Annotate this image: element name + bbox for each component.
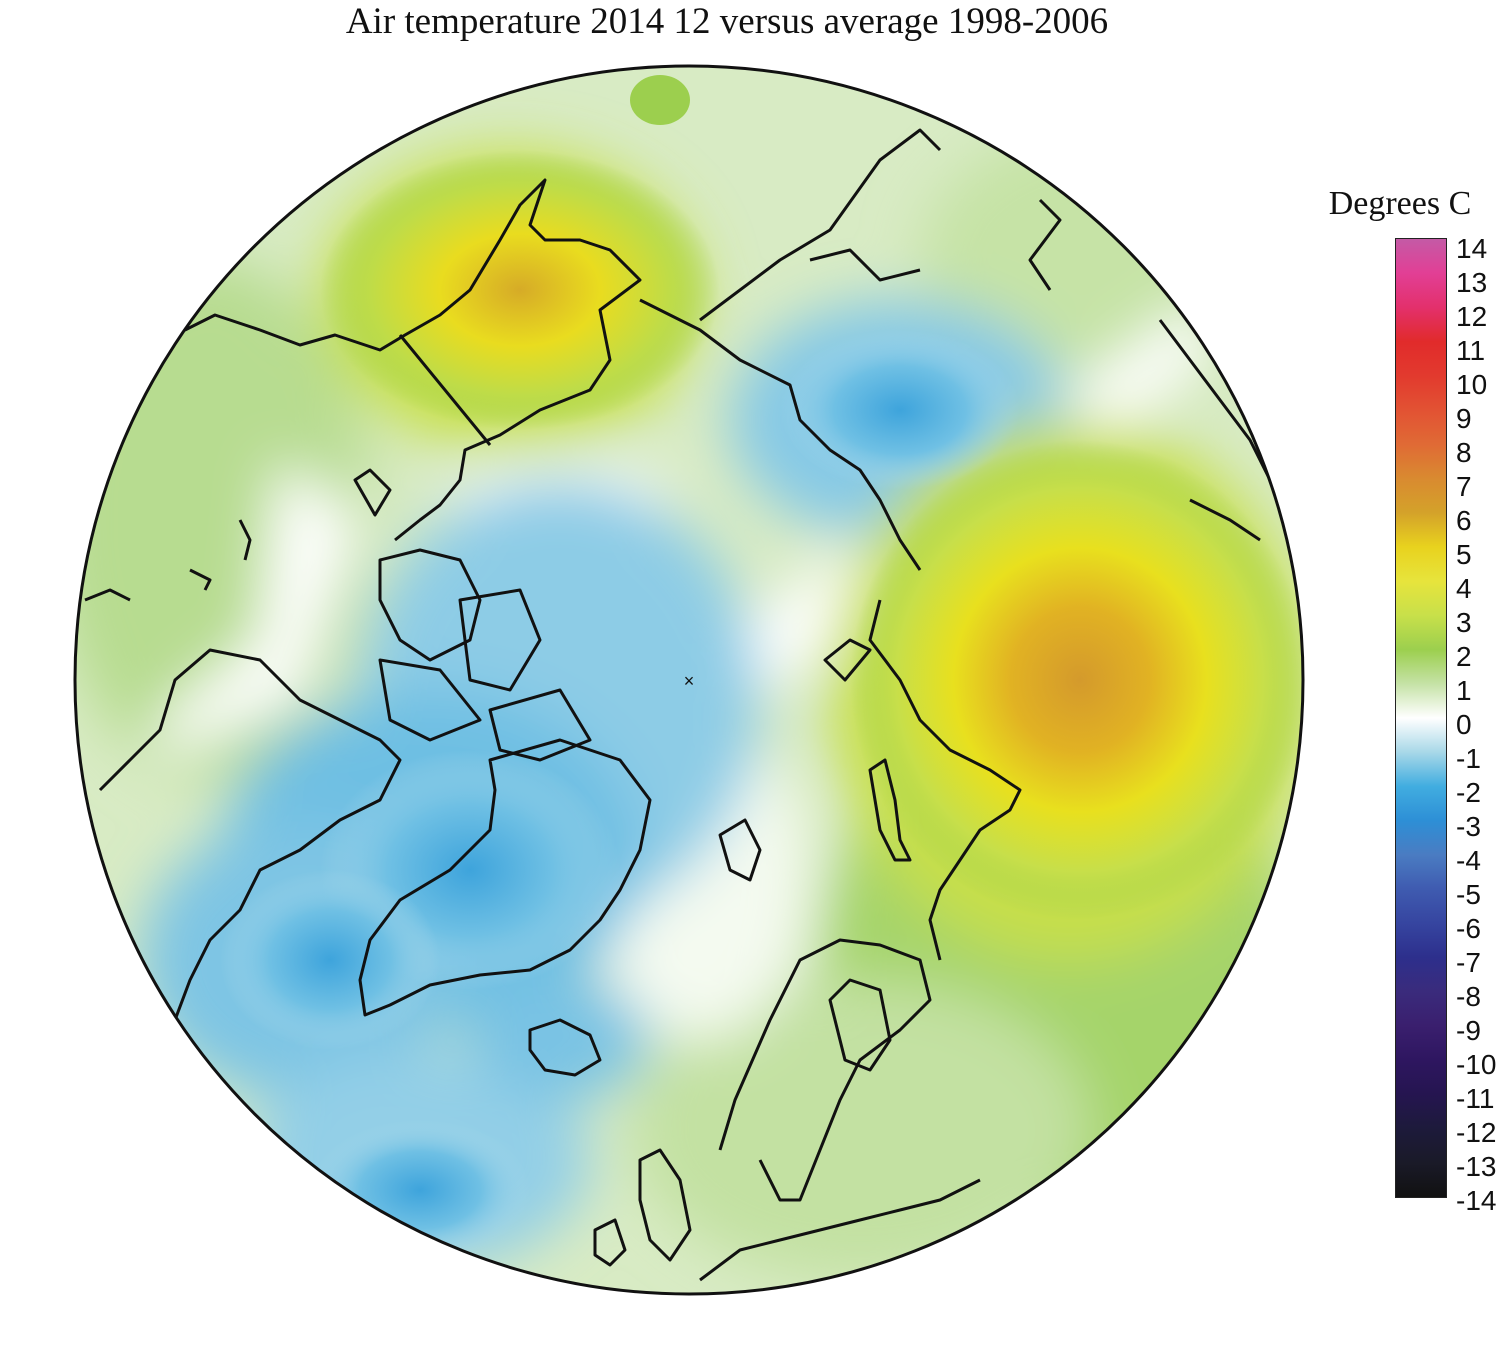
- colorbar-tick-label: 3: [1456, 607, 1472, 638]
- alaska-yukon-border: [398, 334, 492, 446]
- colorbar-tick-label: -8: [1456, 981, 1481, 1012]
- colorbar-tick-label: 13: [1456, 267, 1488, 298]
- scandinavia-coastline: [718, 938, 932, 1202]
- colorbar-tick-label: 5: [1456, 539, 1472, 570]
- greenland-coastline: [358, 738, 652, 1017]
- novaya-zemlya-coastline: [823, 638, 872, 682]
- colorbar-tick-label: 14: [1456, 233, 1488, 264]
- colorbar-tick-label: -2: [1456, 777, 1481, 808]
- colorbar-tick-label: 6: [1456, 505, 1472, 536]
- colorbar-tick-label: 2: [1456, 641, 1472, 672]
- north-pole-marker: ×: [684, 671, 695, 691]
- coastlines: [84, 128, 1272, 1282]
- iceland-coastline: [528, 1018, 602, 1077]
- colorbar-tick-label: 1: [1456, 675, 1472, 706]
- colorbar-tick-label: -4: [1456, 845, 1481, 876]
- colorbar-tick-label: 4: [1456, 573, 1472, 604]
- colorbar-tick-label: 11: [1456, 335, 1486, 366]
- siberia-coast: [699, 128, 942, 322]
- colorbar-tick-label: -10: [1456, 1049, 1497, 1080]
- canada-north-coast: [639, 298, 922, 571]
- colorbar-tick-label: 12: [1456, 301, 1488, 332]
- svalbard-coastline: [718, 818, 762, 882]
- map-boundary-circle: [73, 64, 1305, 1296]
- canada-mainland-coast: [98, 648, 402, 1021]
- temperature-anomaly-field: [75, 66, 1303, 1294]
- colorbar-tick-label: 9: [1456, 403, 1472, 434]
- russia-north-coast: [868, 599, 1022, 961]
- british-isles-coastline: [638, 1148, 692, 1262]
- colorbar-tick-label: 10: [1456, 369, 1488, 400]
- colorbar-tick-label: -14: [1456, 1185, 1497, 1216]
- colorbar-tick-label: 7: [1456, 471, 1472, 502]
- colorbar-tick-label: -11: [1456, 1083, 1495, 1114]
- map-title: Air temperature 2014 12 versus average 1…: [345, 1, 1109, 42]
- colorbar-tick-label: -9: [1456, 1015, 1481, 1046]
- colorbar-tick-label: -3: [1456, 811, 1481, 842]
- alaska-coastline: [184, 178, 642, 542]
- colorbar-tick-label: -5: [1456, 879, 1481, 910]
- colorbar-tick-label: -12: [1456, 1117, 1497, 1148]
- colorbar-tick-label: 0: [1456, 709, 1472, 740]
- colorbar-tick-label: -7: [1456, 947, 1481, 978]
- canadian-archipelago: [378, 548, 482, 662]
- colorbar-tick-label: -13: [1456, 1151, 1497, 1182]
- colorbar-tick-label: 8: [1456, 437, 1472, 468]
- colorbar: [1395, 238, 1447, 1198]
- europe-coastline: [699, 1178, 981, 1282]
- colorbar-tick-label: -6: [1456, 913, 1481, 944]
- colorbar-tick-label: -1: [1456, 743, 1481, 774]
- legend-title: Degrees C: [1328, 185, 1472, 222]
